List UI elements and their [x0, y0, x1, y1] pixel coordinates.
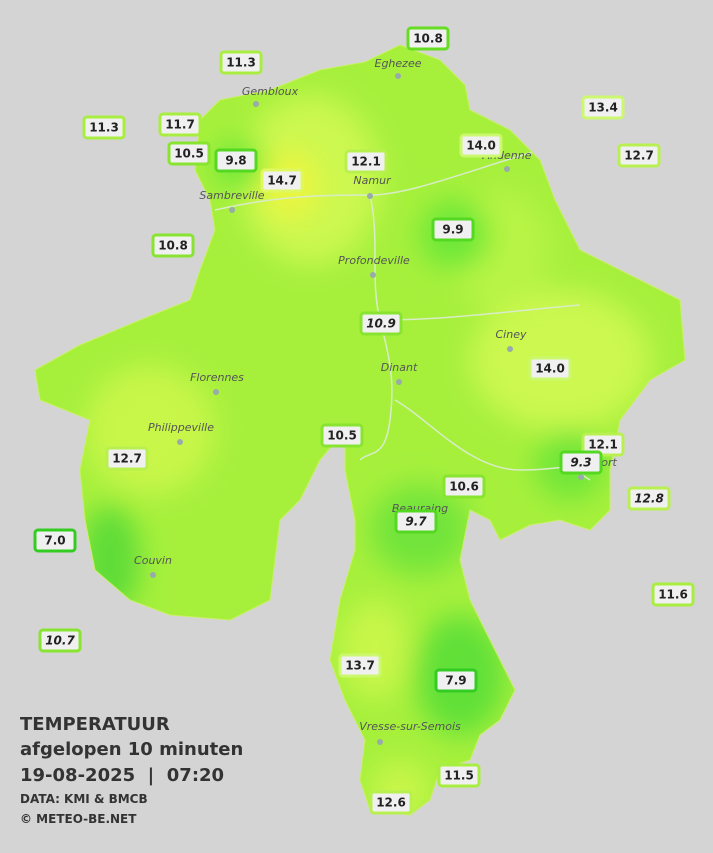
station-box: [33, 528, 77, 553]
city-label: Sambreville: [199, 189, 264, 202]
station-value: 9.3: [570, 456, 591, 470]
station-value: 13.7: [345, 659, 375, 673]
station-value: 7.9: [445, 674, 466, 688]
station-value: 9.9: [442, 223, 463, 237]
city-dot: [396, 379, 402, 385]
title: TEMPERATUUR: [20, 714, 170, 735]
station-box: [219, 50, 263, 75]
station-value: 12.8: [634, 492, 664, 506]
station-box: [369, 790, 413, 815]
station-box: [459, 133, 503, 158]
station-value: 10.5: [327, 429, 357, 443]
station-value: 12.6: [376, 796, 406, 810]
station-box: [158, 112, 202, 137]
station-box: [394, 509, 438, 534]
station-value: 14.0: [535, 362, 565, 376]
station-value: 12.7: [112, 452, 142, 466]
station-box: [434, 668, 478, 693]
station-box: [406, 26, 450, 51]
city-label: Profondeville: [338, 254, 410, 267]
station-box: [105, 446, 149, 471]
station-value: 12.7: [624, 149, 654, 163]
city-label: Namur: [353, 174, 392, 187]
station-box: [82, 115, 126, 140]
city-dot: [578, 474, 584, 480]
station-value: 11.5: [444, 769, 474, 783]
station-value: 11.3: [89, 121, 119, 135]
station-value: 14.0: [466, 139, 496, 153]
station-value: 12.1: [351, 155, 381, 169]
station-box: [344, 149, 388, 174]
station-value: 7.0: [44, 534, 65, 548]
station-value: 10.8: [413, 32, 443, 46]
city-label: Ciney: [496, 328, 527, 341]
station-value: 12.1: [588, 438, 618, 452]
source: DATA: KMI & BMCB: [20, 792, 148, 806]
station-value: 10.8: [158, 239, 188, 253]
city-label: Eghezee: [375, 57, 422, 70]
city-label: Philippeville: [148, 421, 214, 434]
station-value: 9.7: [405, 515, 427, 529]
city-dot: [150, 572, 156, 578]
station-value: 10.7: [45, 634, 75, 648]
station-box: [338, 653, 382, 678]
city-label: Couvin: [134, 554, 172, 567]
city-label: Dinant: [381, 361, 418, 374]
station-box: [431, 217, 475, 242]
city-dot: [377, 739, 383, 745]
station-box: [38, 628, 82, 653]
station-box: [437, 763, 481, 788]
city-label: Vresse-sur-Semois: [359, 720, 461, 733]
station-box: [651, 582, 695, 607]
city-dot: [504, 166, 510, 172]
station-value: 9.8: [225, 154, 246, 168]
station-box: [581, 432, 625, 457]
station-box: [442, 474, 486, 499]
city-label: Gembloux: [242, 85, 299, 98]
city-label: Florennes: [190, 371, 244, 384]
station-box: [581, 95, 625, 120]
station-box: [617, 143, 661, 168]
stations: 10.8 11.3 13.4 11.3 11.7 14.0 12.7 10.5 9.8 12.1 1…: [33, 26, 695, 815]
city-dot: [229, 207, 235, 213]
datetime: 19-08-2025 | 07:20: [20, 765, 224, 786]
city-dot: [253, 101, 259, 107]
station-box: [167, 141, 211, 166]
city-dot: [367, 193, 373, 199]
station-box: [627, 486, 671, 511]
station-value: 11.3: [226, 56, 256, 70]
copyright: © METEO-BE.NET: [20, 812, 137, 826]
station-box: [359, 311, 403, 336]
city-dot: [395, 73, 401, 79]
station-box: [320, 423, 364, 448]
subtitle: afgelopen 10 minuten: [20, 739, 243, 760]
station-box: [214, 148, 258, 173]
station-value: 10.5: [174, 147, 204, 161]
station-value: 11.7: [165, 118, 195, 132]
station-value: 11.6: [658, 588, 688, 602]
city-dot: [370, 272, 376, 278]
station-box: [528, 356, 572, 381]
station-box: [151, 233, 195, 258]
station-box: [559, 450, 603, 475]
station-box: [260, 168, 304, 193]
cities: EghezeeGemblouxAndenneNamurSambrevillePr…: [134, 57, 617, 745]
station-value: 10.9: [366, 317, 396, 331]
city-dot: [507, 346, 513, 352]
station-value: 13.4: [588, 101, 618, 115]
city-dot: [177, 439, 183, 445]
station-value: 14.7: [267, 174, 297, 188]
city-dot: [213, 389, 219, 395]
station-value: 10.6: [449, 480, 479, 494]
